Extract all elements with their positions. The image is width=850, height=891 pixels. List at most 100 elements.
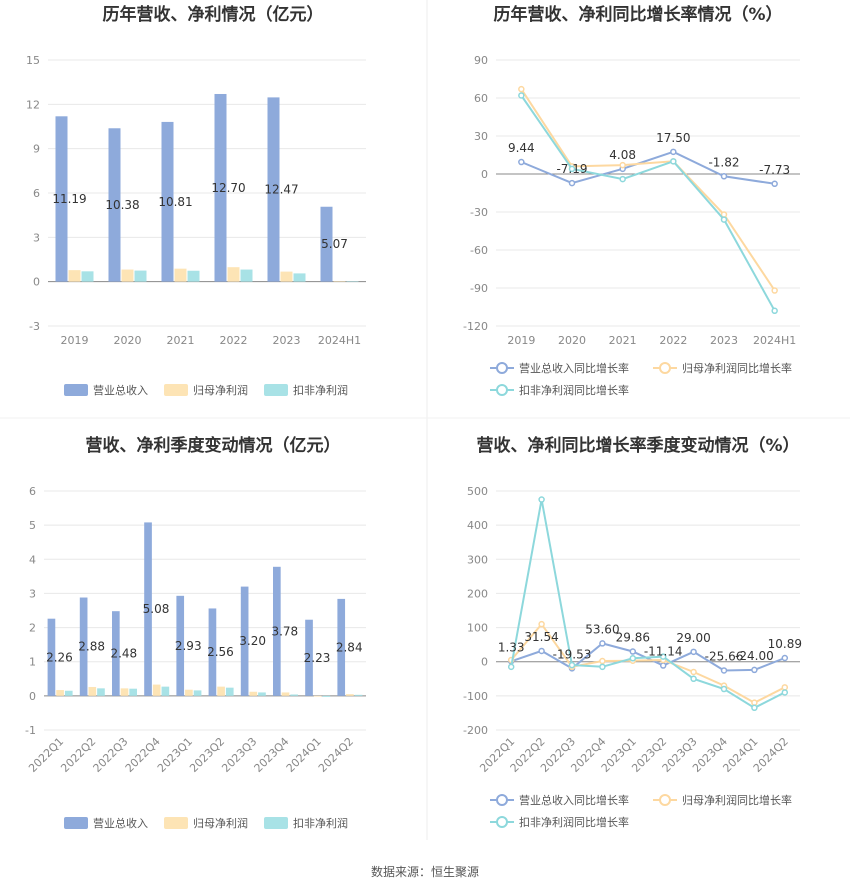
bar-2	[227, 267, 240, 282]
data-label: 4.08	[609, 148, 636, 162]
legend-label: 营业总收入同比增长率	[519, 793, 629, 807]
point-1	[599, 640, 606, 647]
point-3	[781, 689, 789, 696]
legend-label: 扣非净利润	[293, 383, 348, 397]
point-1	[538, 647, 545, 655]
y-tick-label: 2	[29, 622, 36, 635]
point-1	[720, 667, 728, 674]
y-tick-label: 4	[29, 553, 36, 566]
bar-3	[81, 271, 94, 282]
data-label: 29.86	[616, 631, 650, 645]
x-tick-label: 2023	[273, 334, 301, 347]
point-3	[619, 175, 626, 183]
series-line-1	[510, 642, 786, 672]
bar-3	[240, 269, 253, 282]
series-line-3	[520, 94, 776, 312]
bar-1	[112, 611, 120, 696]
bar-3	[187, 270, 200, 282]
data-label: -19.53	[553, 647, 592, 661]
series-line-2	[520, 88, 776, 292]
point-2	[619, 161, 626, 169]
legend-marker	[496, 384, 508, 396]
bar-2	[120, 688, 129, 696]
bar-1	[273, 566, 281, 696]
y-tick-label: -3	[29, 320, 40, 333]
legend-swatch	[164, 384, 188, 396]
x-tick-label: 2024H1	[318, 334, 361, 347]
x-tick-label: 2021	[167, 334, 195, 347]
point-3	[751, 704, 758, 712]
y-tick-label: 1	[29, 656, 36, 669]
legend-swatch	[64, 817, 88, 829]
point-1	[771, 180, 778, 188]
bar-2	[280, 271, 293, 282]
y-tick-label: 6	[29, 485, 36, 498]
data-label: 12.70	[211, 181, 245, 195]
bar-1	[208, 608, 217, 696]
bar-2	[121, 269, 134, 282]
point-1	[751, 666, 758, 674]
chart-title: 历年营收、净利同比增长率情况（%）	[493, 4, 782, 25]
point-3	[518, 92, 525, 99]
point-2	[518, 85, 525, 93]
bar-3	[346, 281, 359, 283]
legend-label: 扣非净利润	[293, 816, 348, 830]
y-tick-label: -120	[463, 320, 488, 333]
point-1	[690, 648, 697, 656]
x-tick-label: 2021	[609, 334, 637, 347]
point-1	[781, 654, 789, 662]
bar-3	[225, 687, 234, 696]
data-label: 2.26	[46, 650, 73, 664]
bar-2	[174, 268, 187, 282]
bar-3	[129, 688, 137, 696]
bar-1	[161, 121, 174, 282]
point-3	[720, 685, 728, 693]
bar-1	[176, 595, 185, 696]
chart-panel-1: 历年营收、净利情况（亿元） -3 0 3 6 9 12 15 2019 2020 2021 2022 2…	[26, 4, 366, 397]
y-tick-label: 3	[29, 587, 36, 600]
point-3	[568, 165, 576, 173]
x-tick-label: 2022	[220, 334, 248, 347]
bar-2	[333, 281, 346, 282]
bar-3	[64, 690, 73, 696]
y-tick-label: -60	[470, 244, 488, 257]
legend-label: 营业总收入同比增长率	[519, 361, 629, 375]
chart-title: 营收、净利同比增长率季度变动情况（%）	[476, 435, 799, 456]
x-tick-label: 2022	[659, 334, 687, 347]
data-label: 10.81	[158, 195, 192, 209]
series-line-3	[510, 499, 786, 709]
chart-panel-3: 营收、净利季度变动情况（亿元）-101234562022Q12022Q22022…	[25, 435, 366, 830]
series-line-1	[520, 150, 775, 185]
data-label: 10.89	[768, 637, 802, 651]
y-tick-label: -1	[25, 724, 36, 737]
data-label: 53.60	[585, 622, 619, 636]
y-tick-label: 500	[467, 485, 488, 498]
point-3	[720, 216, 728, 223]
legend-label: 扣非净利润同比增长率	[519, 815, 629, 829]
y-tick-label: 400	[467, 519, 488, 532]
data-label: 3.78	[271, 624, 298, 638]
bar-1	[214, 93, 227, 282]
bar-2	[88, 686, 97, 696]
data-label: -7.73	[759, 163, 790, 177]
data-label: 9.44	[508, 141, 535, 155]
y-tick-label: 5	[29, 519, 36, 532]
data-label: 11.19	[52, 192, 86, 206]
data-label: -7.19	[556, 162, 587, 176]
y-tick-label: 300	[467, 553, 488, 566]
y-tick-label: 90	[474, 54, 488, 67]
bar-1	[79, 597, 88, 696]
bar-1	[47, 618, 56, 696]
point-3	[568, 661, 576, 669]
legend-label: 营业总收入	[93, 383, 148, 397]
legend-marker	[496, 794, 508, 806]
point-3	[690, 675, 697, 683]
data-label: 5.08	[143, 602, 170, 616]
bar-1	[108, 128, 121, 282]
x-tick-label: 2023	[710, 334, 738, 347]
bar-1	[240, 586, 249, 696]
bar-2	[313, 695, 322, 697]
data-label: 3.20	[239, 634, 266, 648]
point-1	[629, 648, 637, 655]
point-2	[599, 657, 606, 665]
